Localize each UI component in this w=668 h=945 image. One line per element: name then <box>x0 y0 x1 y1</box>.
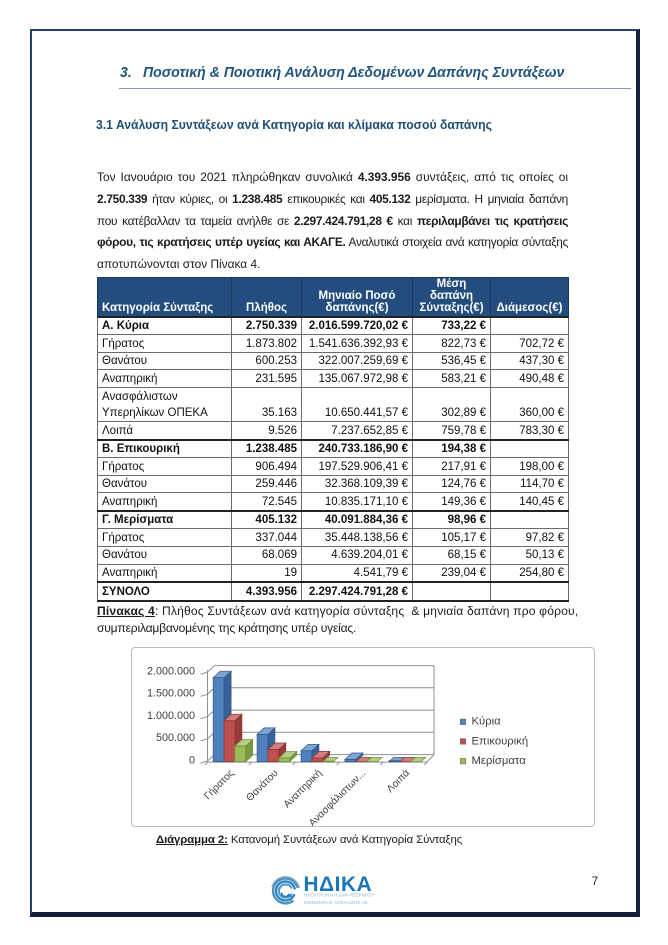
svg-text:ΚΟΙΝΩΝΙΚΗΣ ΑΣΦΑΛΙΣΗΣ ΑΕ: ΚΟΙΝΩΝΙΚΗΣ ΑΣΦΑΛΙΣΗΣ ΑΕ <box>304 900 368 905</box>
svg-text:Αναπηρική: Αναπηρική <box>281 767 324 810</box>
svg-text:500.000: 500.000 <box>156 732 195 744</box>
svg-text:Θανάτου: Θανάτου <box>244 767 281 804</box>
svg-text:Μερίσματα: Μερίσματα <box>472 755 527 767</box>
svg-text:2.000.000: 2.000.000 <box>147 666 195 678</box>
svg-text:Λοιπά: Λοιπά <box>384 767 412 795</box>
svg-text:ΗΔΙΚΑ: ΗΔΙΚΑ <box>304 873 373 896</box>
svg-text:Κύρια: Κύρια <box>472 716 502 728</box>
svg-text:0: 0 <box>189 755 195 767</box>
svg-text:ΗΛΕΚΤΡΟΝΙΚΗ ΔΙΑΚΥΒΕΡΝΗΣΗ: ΗΛΕΚΤΡΟΝΙΚΗ ΔΙΑΚΥΒΕΡΝΗΣΗ <box>304 893 375 898</box>
svg-text:1.500.000: 1.500.000 <box>147 688 195 700</box>
svg-text:Επικουρική: Επικουρική <box>472 735 529 747</box>
svg-text:1.000.000: 1.000.000 <box>147 710 195 722</box>
svg-text:Γήρατος: Γήρατος <box>202 767 237 802</box>
